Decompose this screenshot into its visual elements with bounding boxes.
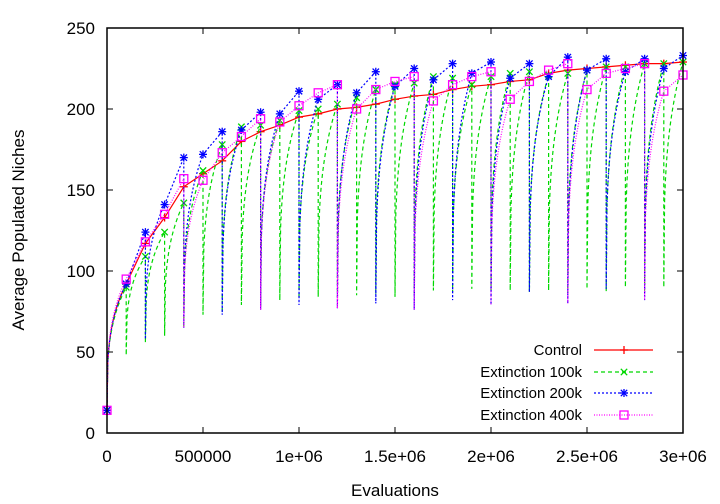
data-point (236, 131, 247, 142)
legend-marker (619, 410, 629, 420)
y-tick-label: 50 (76, 343, 95, 362)
data-point (447, 80, 458, 90)
data-point (601, 68, 611, 79)
y-tick-label: 100 (67, 262, 95, 281)
data-point (141, 228, 150, 237)
data-point (160, 200, 169, 209)
legend-marker (620, 346, 628, 354)
x-axis-title: Evaluations (351, 481, 439, 500)
x-tick-label: 2.5e+06 (556, 447, 618, 466)
data-point (486, 67, 496, 77)
legend-label: Control (534, 342, 582, 359)
series-layer (102, 51, 688, 415)
data-point (295, 87, 303, 96)
legend-entry-extinction-400k: Extinction 400k (480, 407, 653, 424)
data-point (524, 76, 535, 87)
data-point (640, 54, 649, 63)
data-point (352, 88, 361, 97)
data-point (582, 84, 592, 95)
data-point (525, 59, 534, 68)
data-point (429, 75, 438, 84)
legend-marker (620, 368, 628, 376)
legend-entry-extinction-100k: Extinction 100k (480, 364, 653, 381)
legend-entry-extinction-200k: Extinction 200k (480, 385, 653, 402)
legend-entry-control: Control (534, 342, 653, 359)
data-point (122, 279, 131, 288)
data-point (179, 153, 188, 162)
y-tick-label: 150 (67, 181, 95, 200)
legend: Control Extinction 100k Extinction 200k … (480, 342, 653, 424)
data-point (140, 237, 151, 247)
data-point (275, 117, 285, 127)
data-point (639, 58, 650, 69)
data-point (620, 63, 631, 74)
data-point (160, 228, 169, 236)
data-point (333, 80, 342, 89)
data-point (543, 65, 554, 75)
y-tick-label: 0 (86, 424, 95, 443)
data-point (159, 209, 170, 219)
data-point (294, 101, 304, 111)
data-point (505, 94, 515, 104)
data-point (218, 140, 226, 149)
data-point (448, 59, 457, 68)
series-line (106, 55, 684, 411)
data-point (467, 69, 476, 78)
x-tick-label: 1e+06 (275, 447, 323, 466)
series-line (106, 61, 684, 411)
data-point (332, 80, 343, 90)
data-point (199, 166, 207, 175)
data-point (295, 106, 303, 115)
data-point (371, 67, 380, 76)
data-point (275, 109, 284, 118)
data-point (255, 114, 266, 124)
data-point (199, 150, 207, 159)
data-point (410, 64, 419, 73)
ticks-layer: 0 500000 1e+06 1.5e+06 2e+06 2.5e+06 3e+06 0 50 1… (67, 19, 707, 466)
data-point (525, 68, 534, 76)
data-point (467, 71, 477, 82)
series-extinction-100k (103, 58, 687, 414)
data-point (506, 74, 515, 83)
data-point (563, 58, 573, 69)
x-tick-label: 500000 (175, 447, 232, 466)
legend-label: Extinction 400k (480, 407, 582, 424)
data-point (583, 66, 591, 75)
data-point (391, 82, 399, 91)
data-point (313, 88, 323, 98)
data-point (659, 64, 668, 73)
legend-marker (620, 389, 628, 397)
data-point (351, 104, 362, 114)
x-tick-label: 1.5e+06 (364, 447, 426, 466)
data-point (602, 54, 611, 63)
y-axis-title: Average Populated Niches (9, 130, 28, 331)
data-point (217, 148, 227, 158)
series-extinction-200k (103, 51, 687, 415)
data-point (659, 86, 669, 96)
x-tick-label: 3e+06 (659, 447, 707, 466)
data-point (179, 174, 189, 184)
data-point (198, 175, 208, 185)
data-point (390, 76, 400, 87)
legend-label: Extinction 200k (480, 385, 582, 402)
y-tick-label: 250 (67, 19, 95, 38)
y-tick-label: 200 (67, 100, 95, 119)
data-point (121, 274, 131, 284)
x-tick-label: 2e+06 (467, 447, 515, 466)
legend-label: Extinction 100k (480, 364, 582, 381)
data-point (371, 84, 381, 95)
data-point (428, 96, 439, 106)
x-tick-label: 0 (102, 447, 111, 466)
data-point (409, 71, 419, 82)
data-point (487, 58, 495, 67)
data-point (218, 127, 227, 136)
